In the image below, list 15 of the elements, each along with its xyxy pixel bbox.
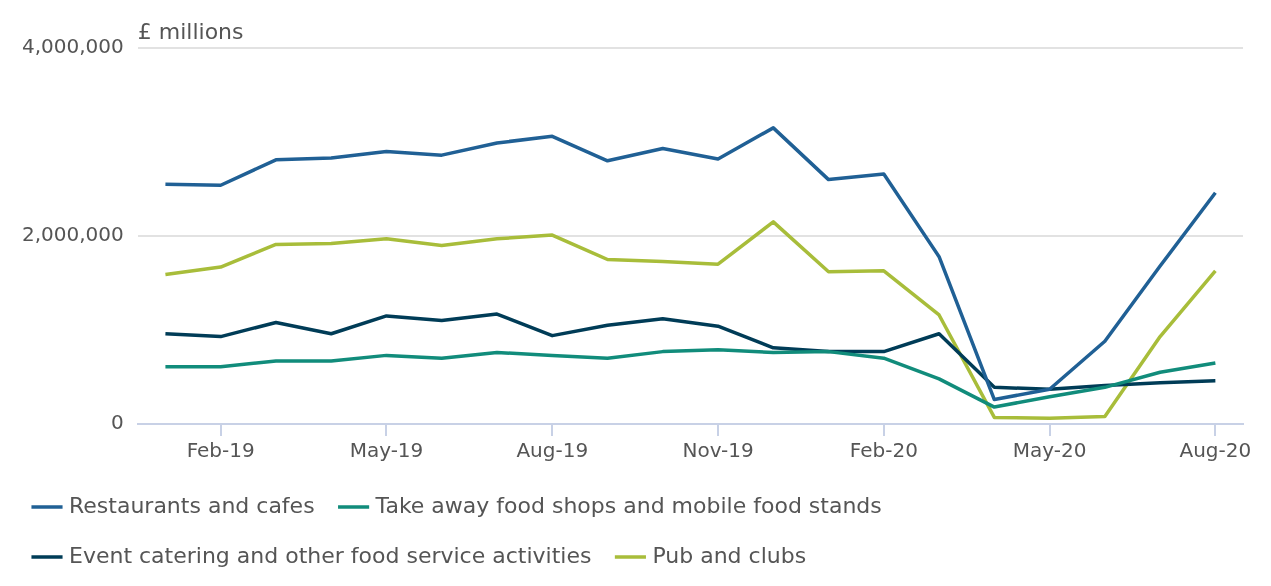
x-tick-label: May-20	[1012, 438, 1087, 463]
x-tick-label: Feb-20	[849, 438, 918, 463]
x-tick-label: Feb-19	[186, 438, 255, 463]
x-tick-label: May-19	[349, 438, 424, 463]
legend-label: Event catering and other food service activities	[69, 542, 592, 568]
legend-label: Restaurants and cafes	[69, 492, 315, 518]
x-tick-label: Aug-20	[1179, 438, 1252, 463]
y-tick-label: 4,000,000	[21, 34, 124, 59]
y-tick-label: 0	[111, 410, 124, 435]
legend-label: Pub and clubs	[652, 542, 807, 568]
y-tick-label: 2,000,000	[21, 222, 124, 247]
x-tick-label: Nov-19	[682, 438, 754, 463]
x-tick-label: Aug-19	[516, 438, 589, 463]
legend-label: Take away food shops and mobile food stands	[374, 492, 882, 518]
y-axis-title: £ millions	[137, 18, 244, 44]
